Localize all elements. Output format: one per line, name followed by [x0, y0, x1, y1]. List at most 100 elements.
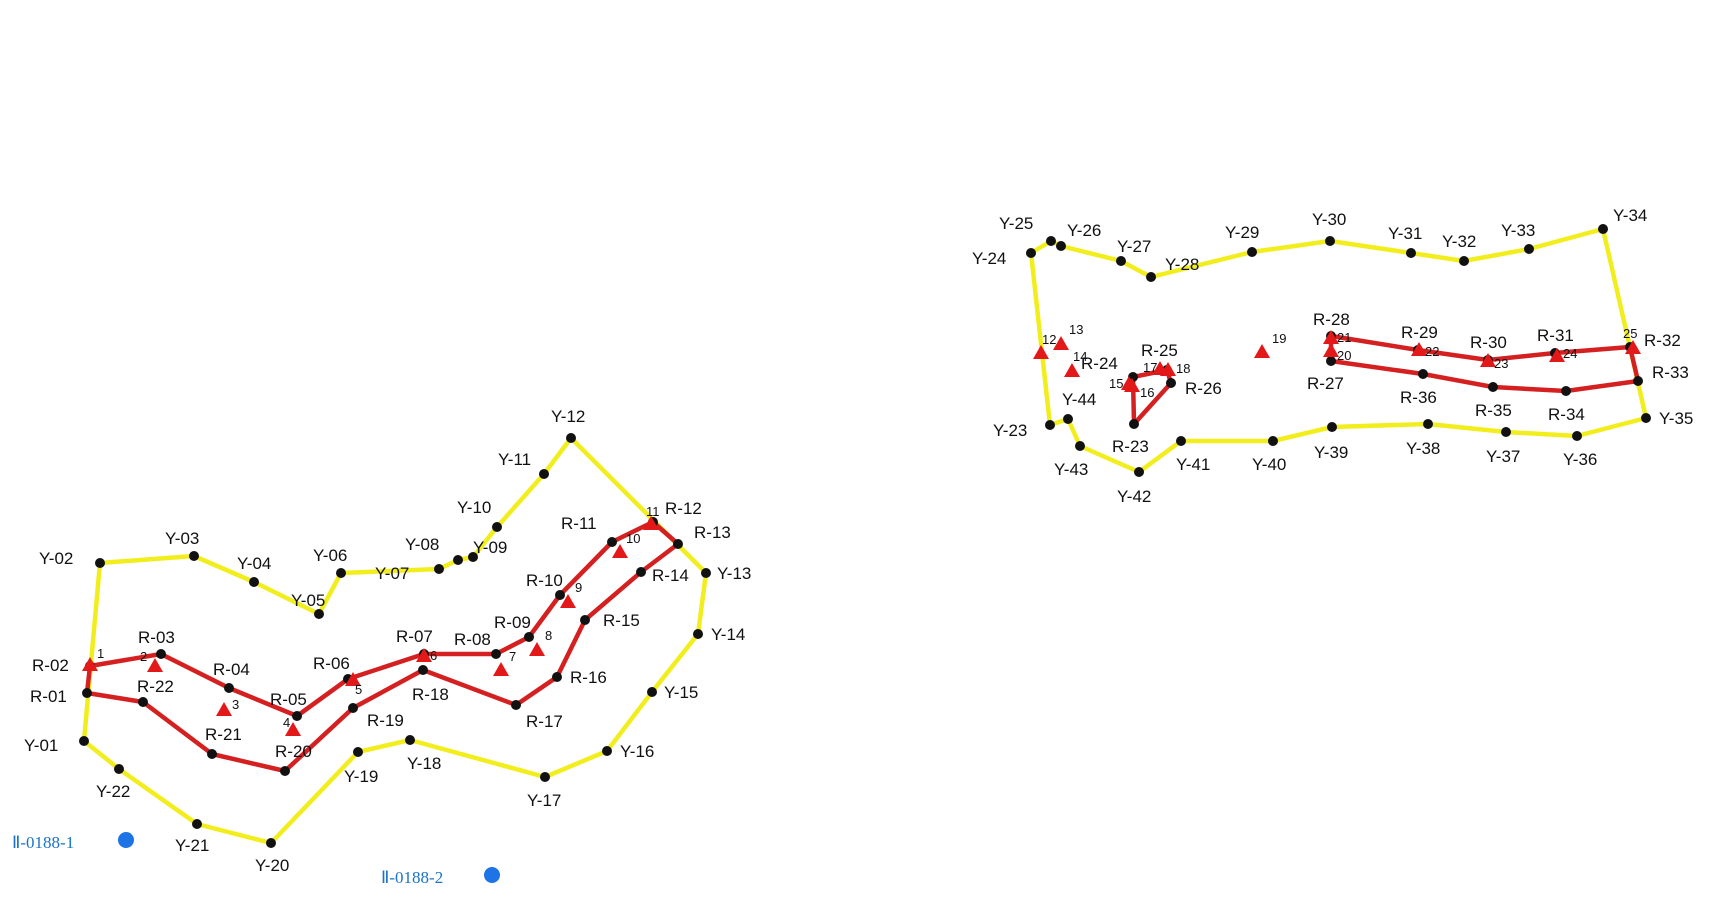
survey-point-r-21 — [207, 749, 217, 759]
triangle-marker-20 — [1323, 343, 1339, 357]
point-label-y-13: Y-13 — [717, 564, 751, 583]
point-label-y-06: Y-06 — [313, 546, 347, 565]
point-label-y-29: Y-29 — [1225, 223, 1259, 242]
triangle-label-11: 11 — [646, 504, 660, 519]
survey-point-y-35 — [1641, 413, 1651, 423]
survey-point-y-08 — [453, 555, 463, 565]
survey-point-y-11 — [539, 469, 549, 479]
point-label-r-06: R-06 — [313, 654, 350, 673]
survey-point-r-36 — [1418, 369, 1428, 379]
point-label-y-10: Y-10 — [457, 498, 491, 517]
point-label-r-14: R-14 — [652, 566, 689, 585]
point-label-r-02: R-02 — [32, 656, 69, 675]
point-label-r-24: R-24 — [1081, 354, 1118, 373]
point-label-y-35: Y-35 — [1659, 409, 1693, 428]
survey-point-y-17 — [540, 772, 550, 782]
benchmark-marker-1 — [118, 832, 134, 848]
triangle-marker-2 — [147, 658, 163, 672]
survey-point-y-03 — [189, 551, 199, 561]
survey-point-y-15 — [647, 687, 657, 697]
survey-point-r-34 — [1561, 386, 1571, 396]
benchmark-label-2: Ⅱ-0188-2 — [381, 868, 443, 887]
triangle-label-3: 3 — [232, 697, 239, 712]
triangle-label-4: 4 — [283, 715, 290, 730]
triangle-marker-13 — [1053, 336, 1069, 350]
survey-point-y-31 — [1406, 248, 1416, 258]
survey-point-y-20 — [266, 838, 276, 848]
survey-point-r-22 — [138, 697, 148, 707]
triangle-marker-9 — [560, 594, 576, 608]
survey-point-r-27 — [1326, 356, 1336, 366]
point-label-r-17: R-17 — [526, 712, 563, 731]
triangle-marker-22 — [1411, 342, 1427, 356]
survey-point-y-14 — [693, 629, 703, 639]
survey-point-r-18 — [418, 665, 428, 675]
point-label-r-15: R-15 — [603, 611, 640, 630]
survey-point-y-40 — [1268, 436, 1278, 446]
triangle-label-8: 8 — [545, 628, 552, 643]
point-label-y-28: Y-28 — [1165, 255, 1199, 274]
triangle-label-15: 15 — [1109, 376, 1123, 391]
survey-point-y-27 — [1116, 256, 1126, 266]
point-label-y-23: Y-23 — [993, 421, 1027, 440]
triangle-marker-8 — [529, 642, 545, 656]
triangle-marker-23 — [1480, 353, 1496, 367]
survey-point-r-19 — [348, 703, 358, 713]
point-label-y-32: Y-32 — [1442, 232, 1476, 251]
point-label-y-05: Y-05 — [291, 591, 325, 610]
point-label-y-20: Y-20 — [255, 856, 289, 875]
point-label-r-05: R-05 — [270, 690, 307, 709]
point-label-y-17: Y-17 — [527, 791, 561, 810]
point-label-r-33: R-33 — [1652, 363, 1689, 382]
triangle-label-14: 14 — [1073, 349, 1087, 364]
point-label-y-16: Y-16 — [620, 742, 654, 761]
survey-point-r-11 — [607, 537, 617, 547]
survey-point-y-37 — [1501, 427, 1511, 437]
survey-point-y-26 — [1056, 241, 1066, 251]
survey-point-r-16 — [552, 672, 562, 682]
survey-point-y-02 — [95, 558, 105, 568]
survey-point-r-35 — [1488, 382, 1498, 392]
point-label-y-27: Y-27 — [1117, 237, 1151, 256]
point-label-y-22: Y-22 — [96, 782, 130, 801]
point-label-r-22: R-22 — [137, 677, 174, 696]
point-label-y-18: Y-18 — [407, 754, 441, 773]
point-label-y-09: Y-09 — [473, 538, 507, 557]
triangle-marker-16 — [1124, 378, 1140, 392]
triangle-label-22: 22 — [1425, 344, 1439, 359]
point-label-y-03: Y-03 — [165, 529, 199, 548]
survey-point-r-13 — [673, 539, 683, 549]
survey-point-r-15 — [580, 615, 590, 625]
point-label-y-01: Y-01 — [24, 736, 58, 755]
point-label-y-44: Y-44 — [1062, 390, 1096, 409]
survey-point-r-01 — [82, 688, 92, 698]
triangle-label-19: 19 — [1272, 331, 1286, 346]
point-label-y-02: Y-02 — [39, 549, 73, 568]
survey-point-y-12 — [566, 433, 576, 443]
point-label-y-38: Y-38 — [1406, 439, 1440, 458]
survey-point-y-23 — [1045, 420, 1055, 430]
point-label-y-34: Y-34 — [1613, 206, 1647, 225]
survey-point-r-23 — [1129, 419, 1139, 429]
triangle-label-21: 21 — [1337, 330, 1351, 345]
point-label-y-19: Y-19 — [344, 767, 378, 786]
point-label-y-33: Y-33 — [1501, 221, 1535, 240]
point-label-r-18: R-18 — [412, 685, 449, 704]
triangle-label-16: 16 — [1140, 385, 1154, 400]
survey-point-y-06 — [336, 568, 346, 578]
point-label-y-25: Y-25 — [999, 214, 1033, 233]
point-label-y-40: Y-40 — [1252, 455, 1286, 474]
point-label-r-08: R-08 — [454, 630, 491, 649]
triangle-label-20: 20 — [1337, 348, 1351, 363]
triangle-marker-11 — [643, 516, 659, 530]
point-label-y-37: Y-37 — [1486, 447, 1520, 466]
survey-point-r-20 — [280, 766, 290, 776]
survey-point-y-39 — [1327, 422, 1337, 432]
point-label-r-10: R-10 — [526, 571, 563, 590]
point-label-r-26: R-26 — [1185, 379, 1222, 398]
survey-point-r-03 — [156, 649, 166, 659]
survey-point-y-29 — [1247, 247, 1257, 257]
triangle-label-10: 10 — [626, 531, 640, 546]
survey-point-y-30 — [1325, 236, 1335, 246]
survey-point-y-43 — [1075, 441, 1085, 451]
